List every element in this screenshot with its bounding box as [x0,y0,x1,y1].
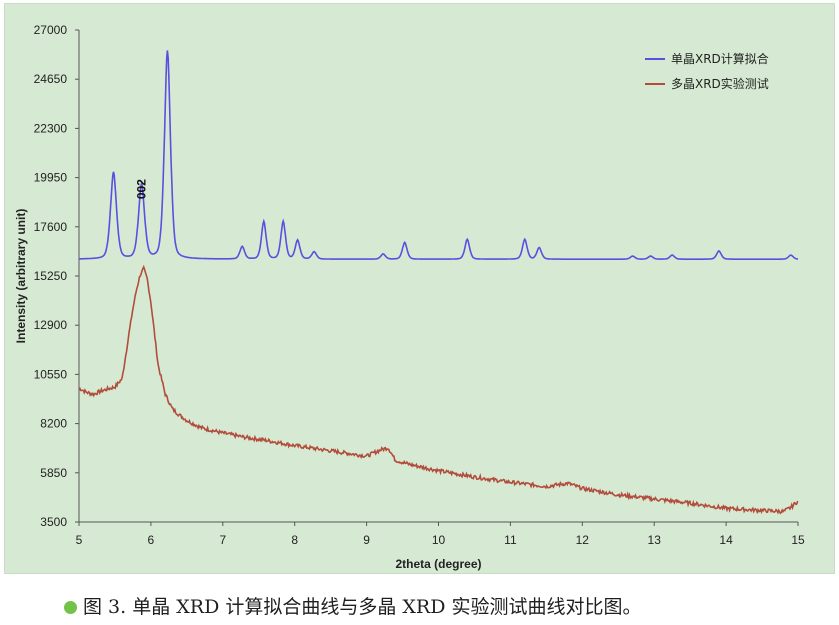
x-tick-label: 14 [719,533,733,547]
peak-annotation: 002 [135,179,149,199]
y-tick-label: 5850 [40,466,67,480]
y-tick-label: 12900 [34,318,68,332]
legend-label: 多晶XRD实验测试 [671,76,769,91]
xrd-comparison-chart: 3500 5850 8200 10550 12900 15250 17600 19950 223… [14,23,805,571]
y-tick-label: 8200 [40,417,67,431]
experimental-xrd-line [78,264,799,515]
x-tick-label: 13 [648,533,662,547]
x-tick-label: 6 [148,533,155,547]
x-tick-label: 8 [291,533,298,547]
y-tick-label: 10550 [34,367,68,381]
x-axis-label: 2theta (degree) [395,557,481,571]
x-tick-label: 12 [576,533,590,547]
y-axis-label: Intensity (arbitrary unit) [14,209,28,344]
legend-label: 单晶XRD计算拟合 [671,51,769,66]
calculated-xrd-line [79,50,798,260]
chart-panel: 3500 5850 8200 10550 12900 15250 17600 19950 223… [4,3,835,574]
figure-caption: 图 3. 单晶 XRD 计算拟合曲线与多晶 XRD 实验测试曲线对比图。 [64,592,824,624]
y-tick-label: 17600 [34,220,68,234]
x-tick-label: 11 [504,533,517,547]
caption-bullet-icon [64,601,77,614]
x-tick-label: 9 [363,533,370,547]
x-tick-label: 15 [791,533,805,547]
y-tick-label: 24650 [34,72,68,86]
x-tick-label: 10 [432,533,446,547]
y-tick-label: 27000 [34,23,68,37]
y-tick-label: 3500 [40,515,67,529]
caption-text: 图 3. 单晶 XRD 计算拟合曲线与多晶 XRD 实验测试曲线对比图。 [83,596,642,618]
x-tick-label: 5 [76,533,83,547]
y-tick-label: 15250 [34,269,68,283]
x-tick-label: 7 [219,533,226,547]
y-tick-label: 19950 [34,171,68,185]
y-tick-label: 22300 [34,121,68,135]
